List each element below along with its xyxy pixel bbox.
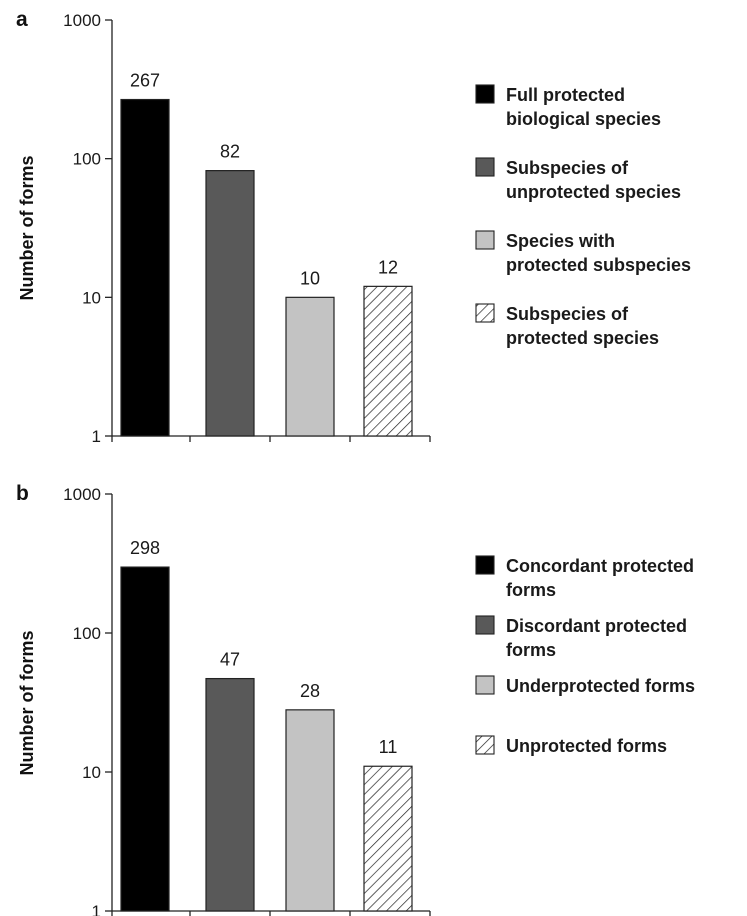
- data-label: 82: [220, 142, 240, 162]
- chart-panel-a: a Number of forms 1 10 100 1000 267 82 10 12 Full …: [16, 8, 691, 446]
- bar-1: [120, 98, 170, 437]
- y-tick-label: 100: [73, 624, 101, 643]
- y-tick-label: 100: [73, 150, 101, 169]
- legend-label: Discordant protected: [506, 616, 687, 636]
- data-label: 298: [130, 538, 160, 558]
- y-axis-title: Number of forms: [17, 155, 37, 300]
- legend-swatch: [475, 84, 495, 104]
- bar-4: [363, 285, 413, 437]
- y-tick-label: 10: [82, 763, 101, 782]
- panel-letter: a: [16, 8, 28, 31]
- legend-label: unprotected species: [506, 182, 681, 202]
- y-axis-title: Number of forms: [17, 630, 37, 775]
- y-tick-label: 10: [82, 288, 101, 307]
- legend-label: forms: [506, 580, 556, 600]
- legend-label: protected subspecies: [506, 255, 691, 275]
- bar-3: [285, 296, 335, 437]
- data-label: 47: [220, 650, 240, 670]
- legend-label: protected species: [506, 328, 659, 348]
- legend-label: Unprotected forms: [506, 736, 667, 756]
- legend-swatch: [475, 735, 495, 755]
- legend-label: biological species: [506, 109, 661, 129]
- legend-label: Concordant protected: [506, 556, 694, 576]
- legend-swatch: [475, 615, 495, 635]
- bar-4: [363, 765, 413, 912]
- legend-swatch: [475, 230, 495, 250]
- legend-label: Subspecies of: [506, 304, 629, 324]
- legend-swatch: [475, 303, 495, 323]
- data-label: 12: [378, 257, 398, 277]
- y-tick-label: 1: [92, 427, 101, 446]
- legend-swatch: [475, 555, 495, 575]
- data-label: 28: [300, 681, 320, 701]
- legend-swatch: [475, 157, 495, 177]
- bar-1: [120, 566, 170, 912]
- legend-label: Subspecies of: [506, 158, 629, 178]
- legend-label: forms: [506, 640, 556, 660]
- bar-2: [205, 170, 255, 437]
- chart-panel-b: b Number of forms 1 10 100 1000 298 47 28 11 Conco…: [16, 482, 695, 916]
- data-label: 10: [300, 268, 320, 288]
- y-tick-label: 1: [92, 902, 101, 916]
- data-label: 11: [379, 737, 398, 757]
- panel-letter: b: [16, 482, 29, 505]
- legend-label: Species with: [506, 231, 615, 251]
- legend-swatch: [475, 675, 495, 695]
- legend-label: Underprotected forms: [506, 676, 695, 696]
- y-tick-label: 1000: [63, 11, 101, 30]
- bar-3: [285, 709, 335, 912]
- bar-2: [205, 677, 255, 912]
- legend-label: Full protected: [506, 85, 625, 105]
- data-label: 267: [130, 71, 160, 91]
- y-tick-label: 1000: [63, 485, 101, 504]
